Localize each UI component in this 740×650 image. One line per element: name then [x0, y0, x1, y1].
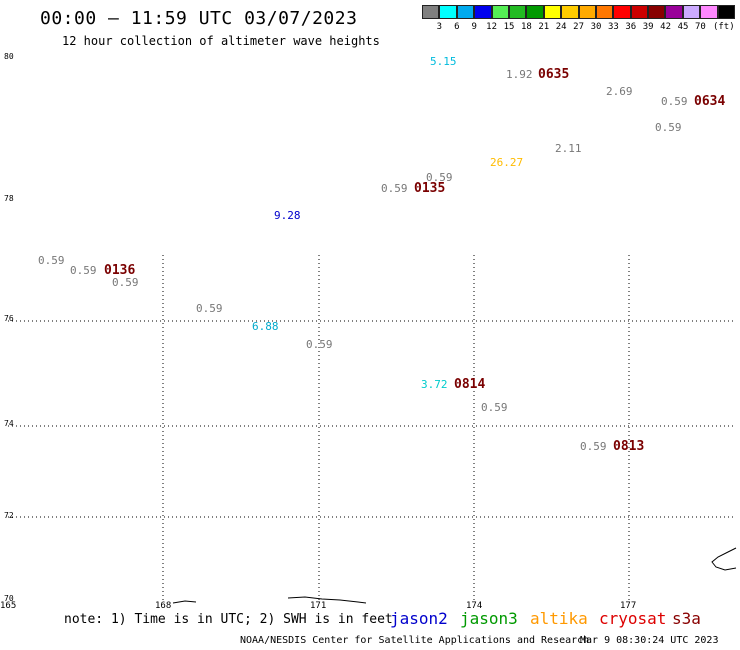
color-scale-tick: 15	[503, 22, 515, 32]
color-scale-tick: 9	[471, 22, 477, 32]
color-scale-tick: 18	[520, 22, 532, 32]
credit-line: NOAA/NESDIS Center for Satellite Applica…	[240, 635, 590, 646]
units-note: note: 1) Time is in UTC; 2) SWH is in fe…	[64, 612, 393, 627]
pass-time-label: 0635	[538, 67, 570, 82]
wave-height-value: 2.11	[555, 142, 582, 155]
color-swatch	[474, 5, 492, 19]
wave-height-value: 2.69	[606, 85, 633, 98]
wave-height-value: 0.59	[306, 338, 333, 351]
color-swatch	[648, 5, 666, 19]
color-scale-unit: (ft)	[712, 22, 735, 32]
color-scale-tick: 27	[573, 22, 585, 32]
satellite-legend-jason3: jason3	[460, 609, 518, 628]
color-swatch	[526, 5, 544, 19]
color-scale-tick: 21	[538, 22, 550, 32]
satellite-legend-s3a: s3a	[672, 609, 701, 628]
wave-height-value: 0.59	[661, 95, 688, 108]
pass-time-label: 0634	[694, 94, 726, 109]
color-scale-tick: 3	[436, 22, 443, 32]
satellite-legend-altika: altika	[530, 609, 588, 628]
lon-label-165: 165	[0, 601, 17, 611]
color-swatch	[613, 5, 631, 19]
color-scale-tick: 30	[590, 22, 602, 32]
page-subtitle: 12 hour collection of altimeter wave hei…	[62, 34, 380, 48]
wave-height-value: 0.59	[655, 121, 682, 134]
lat-label-74: 74	[4, 419, 14, 428]
wave-height-value: 0.59	[112, 276, 139, 289]
color-scale-tick: 12	[486, 22, 498, 32]
lat-label-70: 70	[4, 594, 14, 603]
color-scale-tick: 70	[694, 22, 706, 32]
color-scale-tick: 42	[660, 22, 672, 32]
wave-height-value: 26.27	[490, 156, 524, 169]
lat-label-80: 80	[4, 52, 14, 61]
wave-height-value: 6.88	[252, 320, 279, 333]
color-swatch	[595, 5, 614, 19]
color-swatch	[700, 5, 718, 19]
wave-height-value: 3.72	[421, 378, 448, 391]
pass-time-label: 0136	[104, 263, 136, 278]
color-swatch	[561, 5, 579, 19]
color-swatch	[491, 5, 509, 19]
page-title: 00:00 — 11:59 UTC 03/07/2023	[40, 8, 358, 29]
color-swatch	[439, 5, 457, 19]
wave-height-value: 0.59	[426, 171, 453, 184]
lon-label-168: 168	[155, 601, 172, 611]
color-scale-tick: 24	[555, 22, 567, 32]
coastline-south-b	[287, 596, 367, 604]
wave-height-value: 0.59	[580, 440, 607, 453]
wave-height-value: 1.92	[506, 68, 533, 81]
color-swatch	[630, 5, 649, 19]
color-scale-tick: 33	[607, 22, 619, 32]
color-swatch	[682, 5, 701, 19]
coastline-south-a	[172, 600, 197, 604]
wave-height-value: 0.59	[196, 302, 223, 315]
lon-label-174: 174	[466, 601, 483, 611]
wave-height-value: 0.59	[38, 254, 65, 267]
pass-time-label: 0814	[454, 377, 486, 392]
generation-timestamp: Mar 9 08:30:24 UTC 2023	[580, 635, 719, 646]
color-swatch	[717, 5, 736, 19]
lon-label-171: 171	[310, 601, 327, 611]
pass-time-label: 0135	[414, 181, 446, 196]
coastlines	[172, 547, 737, 604]
wave-height-value: 0.59	[481, 401, 508, 414]
color-scale-tick: 39	[642, 22, 654, 32]
pass-time-label: 0813	[613, 439, 645, 454]
wave-height-value: 9.28	[274, 209, 301, 222]
satellite-legend-cryosat: cryosat	[599, 609, 667, 628]
color-swatch	[578, 5, 596, 19]
lon-label-177: 177	[620, 601, 637, 611]
coastline-east	[711, 547, 737, 571]
color-swatch	[665, 5, 683, 19]
color-scale-tick: 45	[677, 22, 689, 32]
color-swatch	[422, 5, 440, 19]
wave-height-value: 0.59	[381, 182, 408, 195]
color-swatch	[456, 5, 475, 19]
satellite-legend-jason2: jason2	[390, 609, 448, 628]
lat-label-72: 72	[4, 511, 14, 520]
color-swatch	[543, 5, 562, 19]
color-scale-tick: 6	[454, 22, 460, 32]
color-scale-tick: 36	[625, 22, 637, 32]
wave-height-value: 5.15	[430, 55, 457, 68]
lat-label-76: 76	[4, 314, 14, 323]
lat-label-78: 78	[4, 194, 14, 203]
color-swatch	[508, 5, 527, 19]
wave-height-value: 0.59	[70, 264, 97, 277]
color-scale-legend	[422, 5, 736, 19]
graticule	[8, 255, 736, 600]
